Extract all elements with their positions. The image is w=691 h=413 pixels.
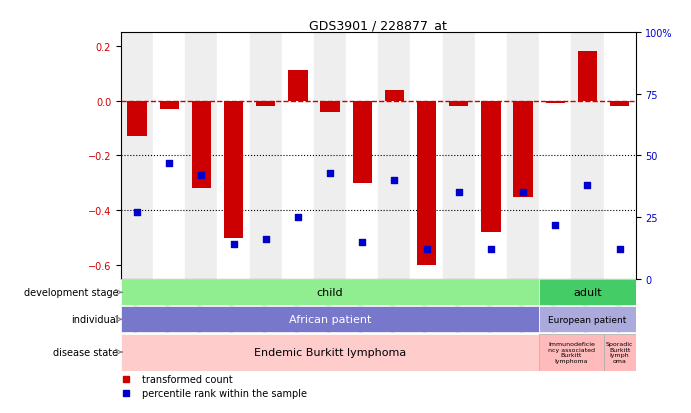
Bar	[249, 33, 282, 279]
Text: transformed count: transformed count	[142, 374, 232, 384]
Bar	[121, 280, 539, 306]
Bar	[121, 33, 153, 279]
Bar	[507, 33, 539, 279]
Bar	[127, 102, 146, 137]
Bar	[321, 102, 340, 112]
Bar	[288, 71, 307, 102]
Point	[164, 160, 175, 167]
Bar	[379, 33, 410, 279]
Title: GDS3901 / 228877_at: GDS3901 / 228877_at	[310, 19, 447, 32]
Bar	[282, 33, 314, 279]
Text: Endemic Burkitt lymphoma: Endemic Burkitt lymphoma	[254, 347, 406, 357]
Point	[325, 170, 336, 177]
Bar	[153, 33, 185, 279]
Bar	[449, 102, 468, 107]
Point	[261, 236, 272, 243]
Bar	[443, 33, 475, 279]
Text: African patient: African patient	[289, 314, 371, 325]
Bar	[546, 102, 565, 104]
Bar	[385, 90, 404, 102]
Bar	[256, 102, 275, 107]
Point	[518, 190, 529, 196]
Point	[582, 182, 593, 189]
Point	[389, 177, 400, 184]
Bar	[185, 33, 218, 279]
Bar	[603, 334, 636, 370]
Text: percentile rank within the sample: percentile rank within the sample	[142, 388, 307, 398]
Bar	[578, 52, 597, 102]
Text: Immunodeficie
ncy associated
Burkitt
lymphoma: Immunodeficie ncy associated Burkitt lym…	[548, 341, 595, 363]
Text: disease state: disease state	[53, 347, 118, 357]
Point	[357, 239, 368, 245]
Bar	[539, 334, 603, 370]
Bar	[121, 334, 539, 370]
Point	[292, 214, 303, 221]
Text: development stage: development stage	[23, 287, 118, 297]
Bar	[610, 102, 630, 107]
Bar	[352, 102, 372, 183]
Text: adult: adult	[573, 287, 602, 297]
Bar	[410, 33, 443, 279]
Point	[550, 222, 561, 228]
Bar	[539, 306, 636, 332]
Point	[228, 241, 239, 248]
Bar	[417, 102, 436, 266]
Point	[485, 246, 496, 253]
Bar	[160, 102, 179, 109]
Point	[453, 190, 464, 196]
Point	[614, 246, 625, 253]
Bar	[224, 102, 243, 238]
Text: Sporadic
Burkitt
lymph
oma: Sporadic Burkitt lymph oma	[606, 341, 634, 363]
Point	[421, 246, 432, 253]
Bar	[482, 102, 500, 233]
Text: child: child	[316, 287, 343, 297]
Bar	[513, 102, 533, 197]
Bar	[603, 33, 636, 279]
Bar	[346, 33, 379, 279]
Bar	[539, 280, 636, 306]
Bar	[314, 33, 346, 279]
Bar	[121, 306, 539, 332]
Point	[131, 209, 142, 216]
Bar	[571, 33, 603, 279]
Bar	[191, 102, 211, 189]
Bar	[539, 33, 571, 279]
Bar	[218, 33, 249, 279]
Point	[196, 173, 207, 179]
Text: individual: individual	[71, 314, 118, 325]
Text: European patient: European patient	[548, 315, 627, 324]
Bar	[475, 33, 507, 279]
